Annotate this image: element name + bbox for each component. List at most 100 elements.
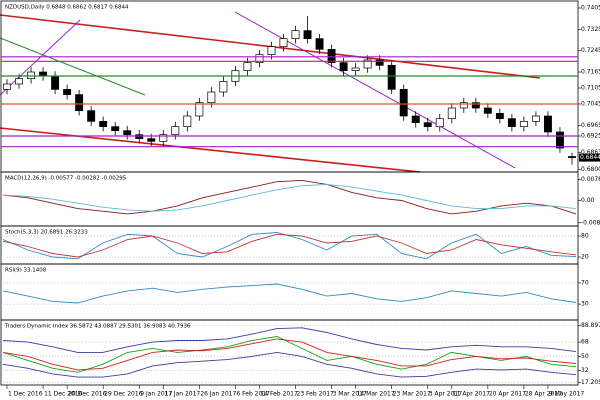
x-tick-label: 1 Dec 2016 [8, 391, 43, 398]
candle-body [207, 91, 216, 104]
current-price: 0.6844 [580, 154, 600, 161]
candle-body [459, 102, 468, 109]
x-tick-label: 9 May 2017 [549, 391, 584, 398]
x-tick-label: 9 Jan 2017 [140, 391, 172, 398]
panel-title: Traders Dynamic Index 36.5872 43.0887 29… [4, 324, 191, 330]
candle-body [27, 71, 36, 80]
candle-body [15, 78, 23, 85]
panel-title: RSI(9) 33.1408 [5, 268, 47, 274]
indicator-line [2, 179, 577, 215]
trendline [0, 127, 421, 173]
panel-title: Stoch(5,3,3) 20.6891 26.3233 [5, 230, 88, 236]
y-tick-label: 0.00 [581, 197, 595, 204]
candle-body [255, 54, 264, 64]
x-tick-label: 28 Apr 2017 [525, 391, 562, 398]
indicator-line [2, 351, 577, 378]
candle-body [111, 126, 120, 132]
x-tick-label: 20 Apr 2017 [489, 391, 526, 398]
y-tick-label: 70 [581, 279, 589, 286]
y-tick-label: 0.6800 [581, 166, 600, 173]
y-tick-label: 0.7045 [581, 101, 600, 108]
candle-body [195, 102, 204, 117]
y-tick-label: 68 [581, 339, 589, 346]
indicator-line [2, 183, 577, 212]
x-tick-label: 17 Jan 2017 [164, 391, 200, 398]
x-tick-label: 14 Feb 2017 [260, 391, 298, 398]
y-tick-label: 80 [581, 233, 589, 240]
y-tick-label: 0.7405 [581, 5, 600, 12]
trendline [0, 19, 81, 96]
candle-body [3, 83, 11, 90]
candle-body [63, 88, 72, 96]
candle-body [471, 102, 480, 109]
candle-body [399, 88, 408, 117]
candle-body [183, 115, 192, 128]
panel-title: NZDUSD,Daily 0.6848 0.6862 0.6817 0.6844 [5, 5, 129, 11]
x-tick-label: 3 Apr 2017 [429, 391, 462, 398]
trendlines [0, 11, 541, 173]
panel-title: MACD(12,26,9) -0.00577 -0.00282 -0.00295 [5, 176, 127, 182]
x-tick-label: 20 Dec 2016 [68, 391, 107, 398]
candle-body [556, 131, 564, 149]
indicator-line [2, 338, 577, 371]
y-tick-label: 20 [581, 254, 589, 261]
candle-body [303, 30, 312, 40]
x-tick-label: 23 Feb 2017 [297, 391, 335, 398]
candle-body [243, 62, 252, 72]
candle-body [531, 115, 540, 122]
trendline [234, 11, 516, 169]
indicator-line [2, 283, 577, 304]
candle-body [291, 30, 300, 40]
candle-body [387, 64, 396, 90]
candle-body [519, 120, 528, 128]
candle-body [339, 62, 348, 72]
candle-body [411, 115, 420, 124]
candle-body [219, 80, 228, 93]
indicator-line [2, 327, 577, 353]
trendline [0, 37, 146, 96]
x-tick-label: 6 Feb 2017 [236, 391, 270, 398]
x-tick-label: 11 Apr 2017 [453, 391, 490, 398]
candle-body [159, 134, 168, 142]
candle-body [363, 59, 372, 69]
candle-body [543, 115, 552, 133]
y-tick-label: 32 [581, 367, 589, 374]
y-tick-label: 0.7245 [581, 47, 600, 54]
candle-body [135, 134, 144, 140]
candle-body [327, 48, 336, 64]
candle-body [375, 59, 384, 66]
x-tick-label: 11 Dec 2016 [44, 391, 83, 398]
y-tick-label: 0.6965 [581, 122, 600, 129]
y-tick-label: 88.8977 [581, 322, 600, 329]
candle-body [507, 118, 516, 128]
candle-body [423, 122, 432, 128]
candle-body [351, 67, 360, 72]
candle-body [123, 130, 132, 136]
indicator-line [2, 233, 577, 258]
x-tick-label: 29 Dec 2016 [104, 391, 143, 398]
x-tick-label: 14 Mar 2017 [357, 391, 395, 398]
candle-body [495, 112, 504, 120]
indicator-line [2, 232, 577, 260]
candle-body [447, 107, 456, 120]
candle-body [99, 120, 108, 128]
y-tick-label: 30 [581, 301, 589, 308]
x-tick-label: 26 Jan 2017 [200, 391, 236, 398]
candle-body [87, 110, 96, 122]
candle-body [75, 94, 84, 112]
candle-body [279, 38, 288, 48]
candle-body [171, 126, 180, 136]
candle-body [267, 46, 276, 56]
y-tick-label: 0.6925 [581, 133, 600, 140]
candle-body [315, 38, 324, 50]
price-marker [579, 153, 600, 162]
y-tick-label: 0.7105 [581, 85, 600, 92]
candle-body [147, 138, 156, 142]
candle-body [435, 118, 444, 128]
x-tick-label: 3 Mar 2017 [333, 391, 367, 398]
y-tick-label: 0.6863 [581, 149, 600, 156]
y-tick-label: 0.7165 [581, 69, 600, 76]
y-tick-label: 17.205 [581, 379, 600, 386]
